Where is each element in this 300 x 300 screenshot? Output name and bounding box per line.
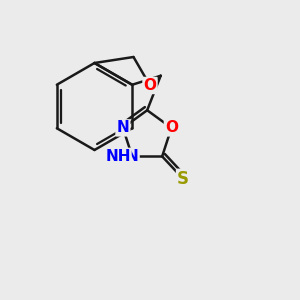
Text: N: N (116, 120, 129, 135)
Text: NH: NH (105, 149, 131, 164)
Text: O: O (143, 78, 157, 93)
Text: S: S (177, 170, 189, 188)
Text: N: N (126, 149, 139, 164)
Text: O: O (165, 120, 178, 135)
Text: N: N (118, 149, 131, 164)
